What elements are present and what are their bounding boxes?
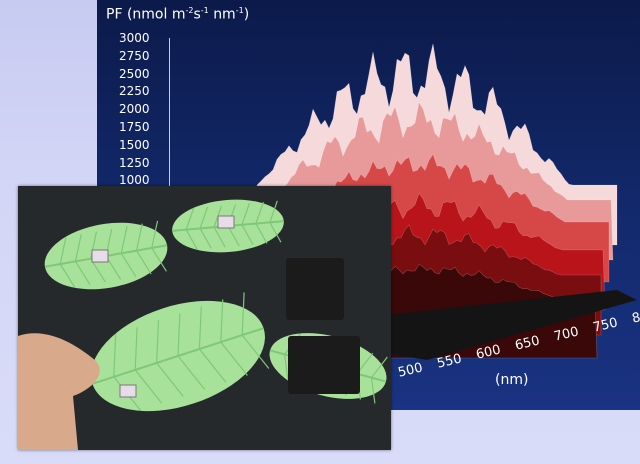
y-tick-label: 1250: [119, 155, 150, 170]
y-axis-label: PF (nmol m-2s-1 nm-1): [106, 6, 250, 23]
leaf-sensor: [91, 292, 270, 412]
leaf-sensor-illustration: [18, 199, 388, 450]
y-tick-label: 1000: [119, 173, 150, 188]
y-tick-label: 2750: [119, 48, 150, 63]
sensor-window: [217, 215, 235, 229]
leaf-sensor-photo: [18, 186, 391, 450]
y-tick-label: 1500: [119, 137, 150, 152]
electronics-box: [288, 336, 360, 394]
y-tick-label: 2250: [119, 84, 150, 99]
y-tick-label: 1750: [119, 120, 150, 134]
y-tick-label: 2500: [119, 66, 150, 81]
hand: [18, 333, 100, 450]
y-tick-label: 3000: [119, 31, 150, 45]
sensor-window: [91, 249, 109, 263]
electronics-box: [286, 258, 344, 320]
x-axis-unit-label: (nm): [495, 372, 529, 388]
y-axis-line: [169, 38, 170, 188]
y-tick-label: 2000: [119, 102, 150, 117]
sensor-window: [119, 384, 137, 398]
